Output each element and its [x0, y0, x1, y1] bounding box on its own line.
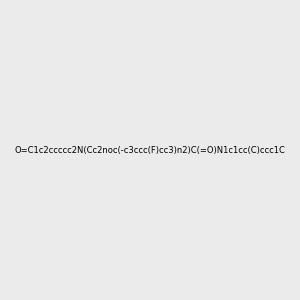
Text: O=C1c2ccccc2N(Cc2noc(-c3ccc(F)cc3)n2)C(=O)N1c1cc(C)ccc1C: O=C1c2ccccc2N(Cc2noc(-c3ccc(F)cc3)n2)C(=…	[15, 146, 285, 154]
